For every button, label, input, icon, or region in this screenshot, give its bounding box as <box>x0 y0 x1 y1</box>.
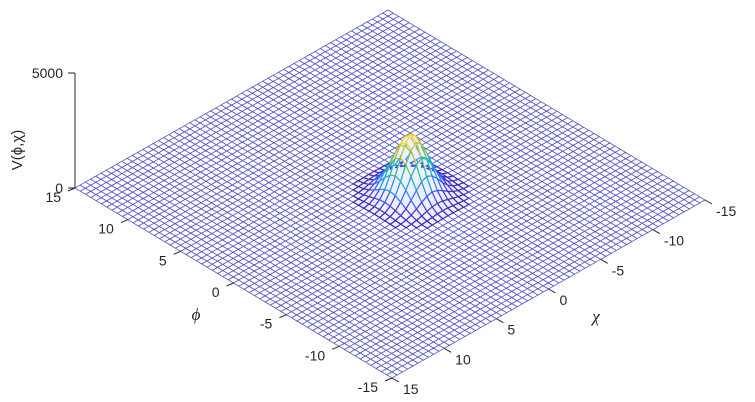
chi-tick <box>548 288 556 294</box>
phi-tick <box>173 250 181 255</box>
peak-cell <box>456 182 470 190</box>
phi-tick-label: 0 <box>212 284 220 300</box>
chi-tick <box>652 229 661 235</box>
z-axis-label: V(ϕ,χ) <box>9 130 26 170</box>
chi-tick-label: -10 <box>664 233 684 249</box>
phi-tick <box>331 345 340 350</box>
chi-tick-label: -5 <box>612 262 625 278</box>
chi-axis-label: χ <box>590 307 600 326</box>
chi-tick <box>600 258 608 264</box>
chi-tick-label: -15 <box>716 203 736 219</box>
peak-cell <box>457 193 470 202</box>
peak-cell <box>457 200 471 208</box>
chi-tick <box>391 377 400 383</box>
phi-tick-label: 5 <box>159 252 167 268</box>
chi-tick-label: 10 <box>455 351 471 367</box>
phi-tick <box>120 219 129 224</box>
surface-cell <box>694 196 706 204</box>
chi-tick <box>496 318 504 324</box>
phi-tick-label: 10 <box>98 221 114 237</box>
chi-tick <box>443 347 452 353</box>
z-tick-label: 0 <box>55 180 63 196</box>
phi-tick-label: -5 <box>260 316 273 332</box>
phi-tick <box>279 314 287 319</box>
phi-axis-label: ϕ <box>192 305 201 324</box>
phi-tick <box>226 282 234 287</box>
phi-tick-label: 15 <box>45 189 61 205</box>
z-tick-label: 5000 <box>32 65 63 81</box>
peak-cell <box>456 187 470 196</box>
phi-tick-label: -10 <box>305 347 325 363</box>
chi-tick-label: 0 <box>560 292 568 308</box>
chi-tick-label: 5 <box>507 322 515 338</box>
axis-labels: V(ϕ,χ) ϕ χ <box>9 130 600 326</box>
chi-tick-label: 15 <box>403 381 419 397</box>
chi-tick <box>704 199 713 205</box>
phi-tick <box>384 377 393 382</box>
phi-tick-label: -15 <box>358 379 378 395</box>
